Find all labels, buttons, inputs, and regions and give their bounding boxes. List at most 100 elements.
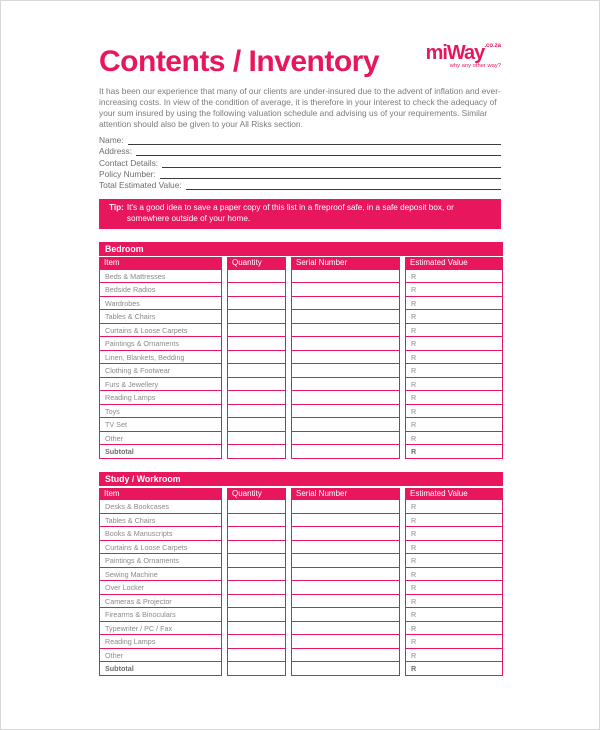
quantity-cell [227, 540, 286, 555]
serial-number-cell [291, 567, 400, 582]
column-header: Estimated Value [405, 487, 503, 501]
serial-number-cell [291, 540, 400, 555]
quantity-cell [227, 648, 286, 663]
field-row-3: Policy Number: [99, 168, 501, 179]
field-label: Contact Details: [99, 157, 159, 168]
column-2: Serial Number [291, 257, 400, 459]
estimated-value-cell: R [405, 608, 503, 622]
serial-number-cell [291, 269, 400, 284]
estimated-value-cell: R [405, 323, 503, 338]
inventory-table-1: Study / Workroom Item Desks & Bookcases Tab… [99, 472, 503, 676]
column-header: Serial Number [291, 257, 400, 270]
item-cell: Sewing Machine [99, 567, 222, 582]
item-cell: Typewriter / PC / Fax [99, 621, 222, 636]
estimated-value-cell: R [405, 431, 503, 446]
inventory-tables: Bedroom Item Beds & Mattresses Bedside Radi… [99, 241, 503, 676]
column-2: Serial Number [291, 487, 400, 676]
quantity-cell [227, 323, 286, 338]
serial-number-cell [291, 323, 400, 338]
serial-number-cell [291, 500, 400, 514]
serial-number-cell [291, 391, 400, 405]
field-fill-in-line [136, 145, 501, 157]
item-cell: Books & Manuscripts [99, 527, 222, 541]
estimated-value-cell: R [405, 391, 503, 405]
estimated-value-cell: R [405, 540, 503, 555]
item-cell: Clothing & Footwear [99, 364, 222, 378]
serial-number-cell [291, 310, 400, 324]
intro-paragraph: It has been our experience that many of … [99, 86, 501, 129]
column-0: Item Beds & Mattresses Bedside Radios Wardr… [99, 257, 222, 459]
inventory-table-0: Bedroom Item Beds & Mattresses Bedside Radi… [99, 241, 503, 459]
item-cell: Reading Lamps [99, 635, 222, 649]
quantity-cell [227, 581, 286, 595]
column-header: Estimated Value [405, 257, 503, 270]
column-3: Estimated Value R R R R R R R R R R R R R [405, 487, 503, 676]
quantity-cell [227, 391, 286, 405]
serial-number-cell [291, 621, 400, 636]
table-columns: Item Beds & Mattresses Bedside Radios Wardr… [99, 257, 503, 459]
estimated-value-cell: R [405, 581, 503, 595]
logo-wordmark: miWay.co.za [426, 43, 501, 63]
serial-number-cell [291, 350, 400, 365]
quantity-cell [227, 431, 286, 446]
estimated-value-cell: R [405, 527, 503, 541]
field-fill-in-line [162, 156, 501, 168]
serial-number-cell [291, 527, 400, 541]
field-fill-in-line [127, 134, 501, 146]
item-cell: Bedside Radios [99, 283, 222, 297]
quantity-cell [227, 527, 286, 541]
estimated-value-cell: R [405, 500, 503, 514]
serial-number-cell [291, 377, 400, 392]
item-cell: Firearms & Binoculars [99, 608, 222, 622]
serial-number-cell [291, 554, 400, 568]
item-cell: Subtotal [99, 662, 222, 676]
estimated-value-cell: R [405, 364, 503, 378]
estimated-value-cell: R [405, 350, 503, 365]
item-cell: Curtains & Loose Carpets [99, 540, 222, 555]
item-cell: Paintings & Ornaments [99, 554, 222, 568]
quantity-cell [227, 269, 286, 284]
column-header: Quantity [227, 487, 286, 501]
item-cell: Curtains & Loose Carpets [99, 323, 222, 338]
section-header: Bedroom [99, 241, 503, 256]
quantity-cell [227, 337, 286, 351]
field-row-2: Contact Details: [99, 156, 501, 168]
estimated-value-cell: R [405, 513, 503, 528]
item-cell: Beds & Mattresses [99, 269, 222, 284]
estimated-value-cell: R [405, 269, 503, 284]
quantity-cell [227, 513, 286, 528]
quantity-cell [227, 404, 286, 419]
estimated-value-cell: R [405, 283, 503, 297]
serial-number-cell [291, 337, 400, 351]
item-cell: Toys [99, 404, 222, 419]
serial-number-cell [291, 364, 400, 378]
form-fields: Name: Address: Contact Details: Policy Numb… [99, 134, 501, 190]
field-row-0: Name: [99, 134, 501, 146]
tip-box: Tip: It's a good idea to save a paper co… [99, 198, 501, 229]
quantity-cell [227, 377, 286, 392]
estimated-value-cell: R [405, 404, 503, 419]
field-fill-in-line [159, 168, 501, 179]
quantity-cell [227, 594, 286, 609]
tip-label: Tip: [109, 203, 124, 213]
quantity-cell [227, 296, 286, 311]
estimated-value-cell: R [405, 337, 503, 351]
item-cell: Tables & Chairs [99, 513, 222, 528]
miway-logo: miWay.co.za why any other way? [426, 43, 501, 70]
table-columns: Item Desks & Bookcases Tables & Chairs Book… [99, 487, 503, 676]
logo-domain-suffix: .co.za [484, 43, 501, 49]
serial-number-cell [291, 513, 400, 528]
serial-number-cell [291, 608, 400, 622]
item-cell: Over Locker [99, 581, 222, 595]
serial-number-cell [291, 648, 400, 663]
estimated-value-cell: R [405, 567, 503, 582]
logo-brand-text: miWay [425, 42, 486, 64]
quantity-cell [227, 418, 286, 432]
item-cell: Desks & Bookcases [99, 500, 222, 514]
quantity-cell [227, 608, 286, 622]
column-header: Serial Number [291, 487, 400, 501]
column-1: Quantity [227, 487, 286, 676]
document-header: Contents / Inventory miWay.co.za why any… [99, 43, 501, 77]
estimated-value-cell: R [405, 594, 503, 609]
field-row-1: Address: [99, 145, 501, 157]
